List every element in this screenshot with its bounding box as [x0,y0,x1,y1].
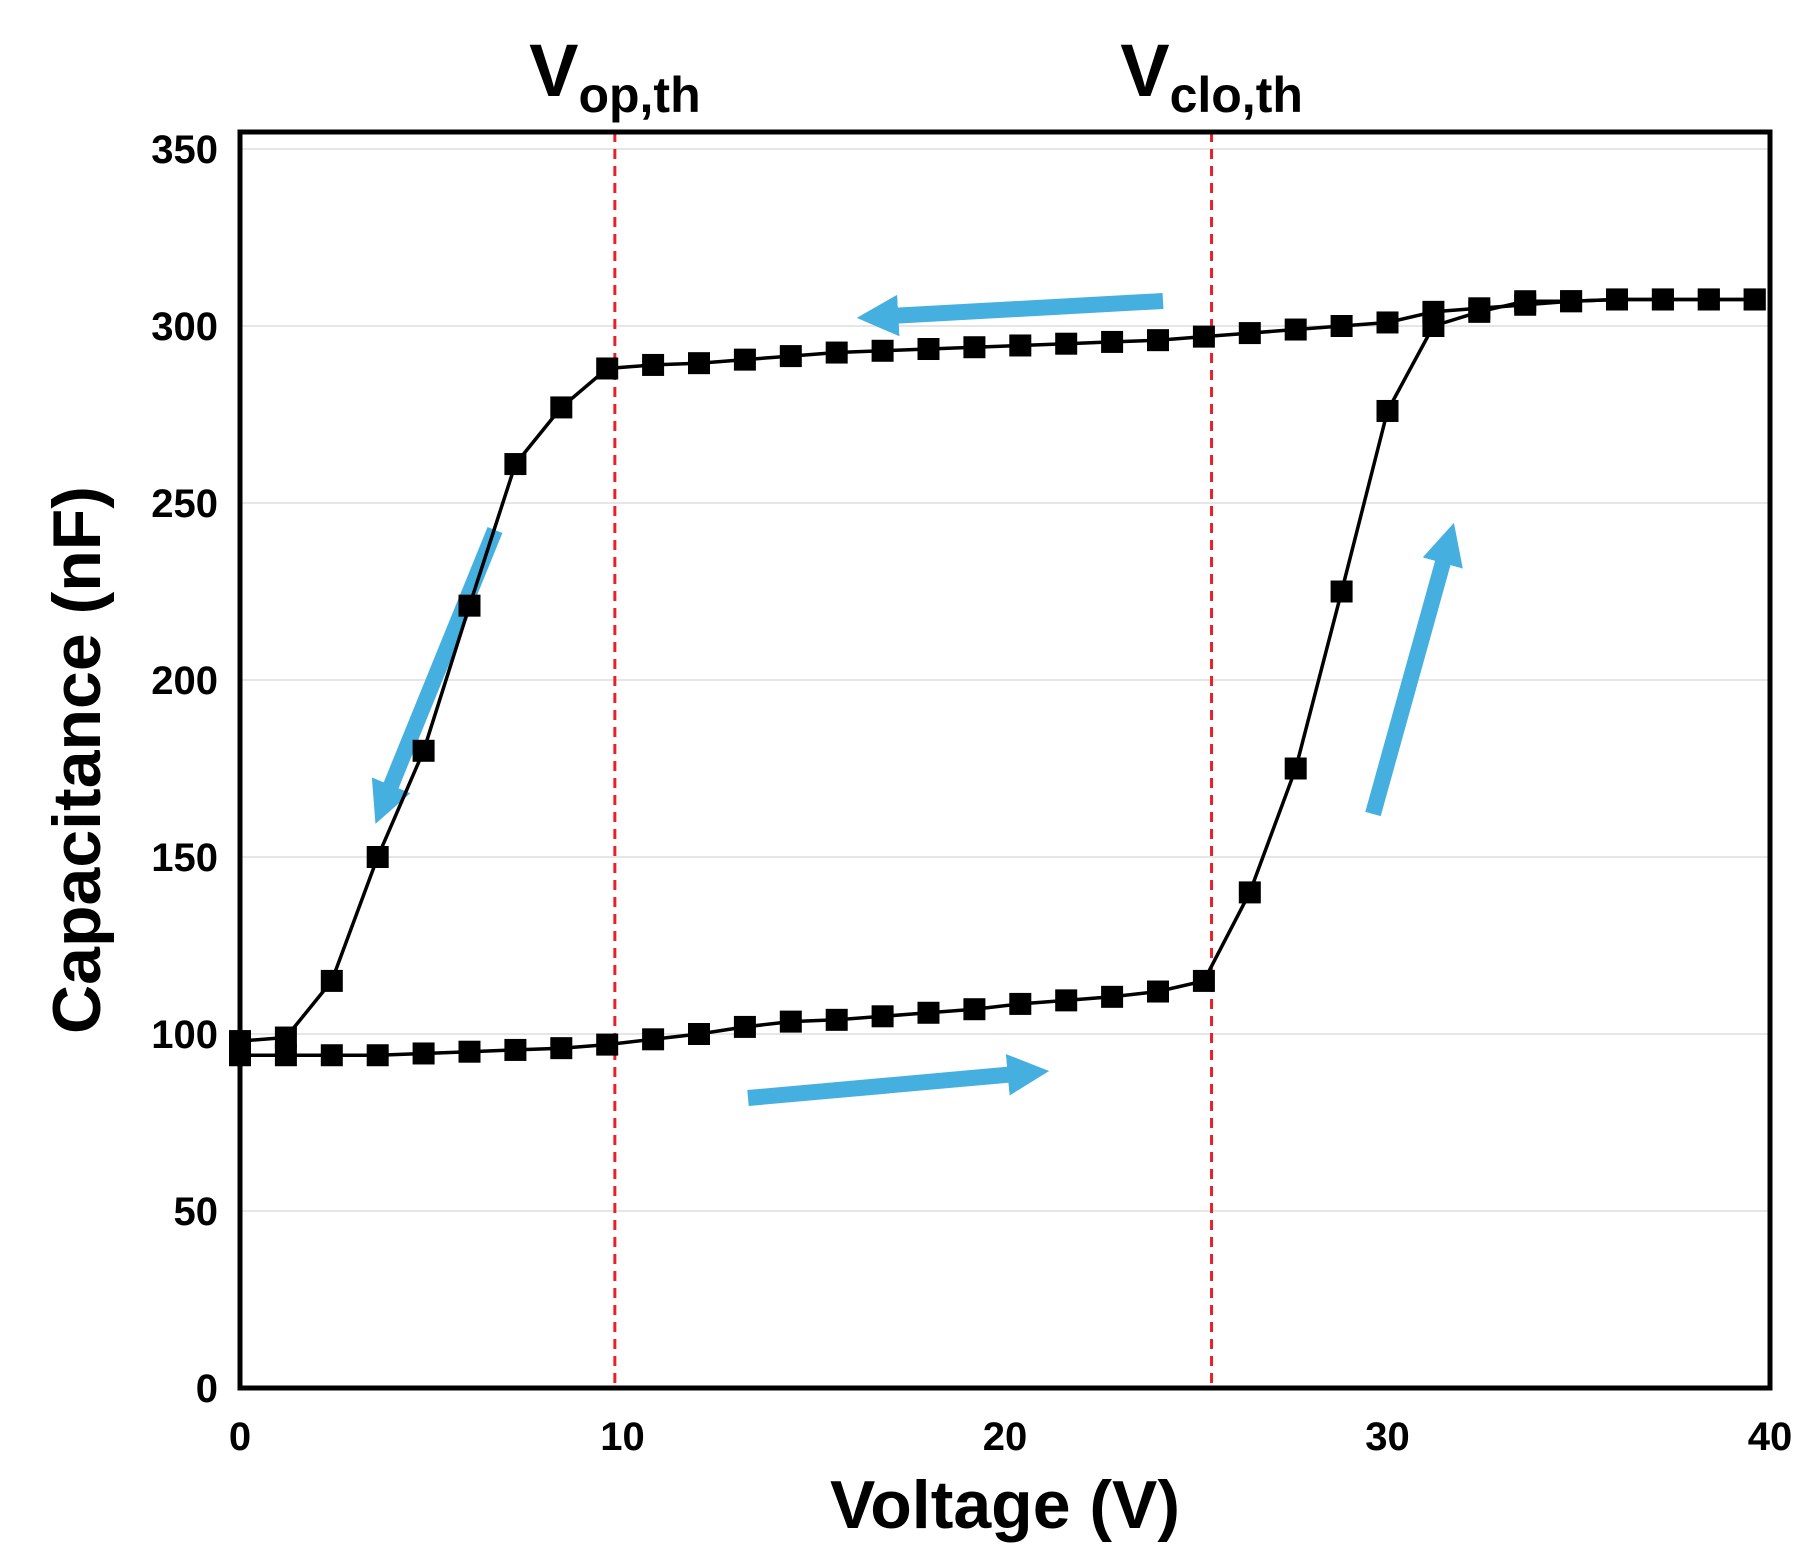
data-point [1147,980,1169,1003]
direction-arrow [371,526,503,824]
data-point [1009,992,1032,1015]
data-point [1422,300,1445,323]
grid-lines [240,148,1770,1212]
direction-arrow [747,1054,1050,1106]
data-point [917,1001,940,1024]
data-point [550,1037,573,1060]
threshold-label: Vop,th [529,29,701,123]
data-point [1192,969,1215,992]
data-point [779,345,802,368]
data-point [1284,757,1307,780]
y-tick-label: 350 [151,128,218,172]
data-point [412,1042,435,1065]
data-point [1376,399,1399,422]
x-tick-label: 20 [983,1415,1028,1459]
data-point [1743,288,1766,311]
data-point [274,1044,297,1067]
data-point [1606,288,1628,311]
y-tick-label: 50 [174,1190,219,1234]
data-point [274,1026,297,1049]
x-tick-label: 40 [1748,1415,1793,1459]
y-tick-label: 150 [151,836,218,880]
data-point [779,1010,802,1033]
data-point [550,396,573,419]
data-point [963,998,986,1021]
threshold-label-base: V [529,29,578,112]
x-tick-label: 0 [229,1415,251,1459]
data-point [320,1044,343,1067]
series-line [240,297,1755,1057]
x-tick-label: 10 [600,1415,645,1459]
data-point [320,969,343,992]
data-point [1009,334,1032,357]
series-line [239,297,1755,1043]
data-point [1192,325,1215,348]
data-point [504,1038,527,1061]
y-tick-label: 100 [151,1013,218,1057]
data-point [688,1023,710,1045]
data-point [963,336,986,359]
data-point [917,338,940,361]
data-point [688,352,710,375]
data-point [1147,329,1169,352]
data-point [458,1040,481,1063]
y-tick-label: 200 [151,659,218,703]
y-tick-label: 250 [151,482,218,526]
data-point [642,1028,665,1051]
data-point [871,339,894,362]
series-layer [229,288,1766,1067]
x-tick-labels: 0 10 20 30 40 [229,1415,1792,1459]
direction-arrow [1365,522,1463,817]
x-axis-title: Voltage (V) [830,1467,1180,1543]
data-point [504,453,527,476]
y-axis-title: Capacitance (nF) [39,486,115,1034]
data-point [1697,288,1720,311]
y-tick-label: 0 [196,1367,218,1411]
y-tick-labels: 0 50 100 150 200 250 300 350 [151,128,218,1411]
data-point [1055,989,1078,1012]
data-point [1560,290,1583,313]
data-point [1651,288,1674,311]
data-point [366,1044,389,1067]
data-point [458,594,481,617]
data-point [596,1033,619,1056]
y-tick-label: 300 [151,305,218,349]
data-point [1468,297,1491,320]
data-point [1101,985,1124,1008]
x-tick-label: 30 [1365,1415,1410,1459]
threshold-label-base: V [1120,29,1169,112]
data-point [1514,293,1537,316]
data-point [1101,330,1124,353]
data-point [825,1008,848,1031]
data-point [412,739,435,762]
data-point [1376,311,1399,334]
direction-arrows [371,293,1463,1106]
data-point [1055,332,1078,355]
data-point [733,1015,756,1038]
data-point [1330,580,1353,603]
direction-arrow [856,293,1164,337]
data-point [1238,322,1261,345]
threshold-lines: Vop,th Vclo,th [529,29,1303,1388]
data-point [1238,881,1261,904]
data-point [1284,318,1307,341]
threshold-label-sub: clo,th [1170,67,1303,123]
threshold-label-sub: op,th [578,67,700,123]
data-point [825,341,848,364]
data-point [642,353,665,376]
data-point [596,357,619,380]
data-point [366,846,389,868]
threshold-label: Vclo,th [1120,29,1303,123]
plot-frame [237,129,1773,1391]
data-point [733,348,756,371]
data-point [1330,315,1353,337]
data-point [871,1005,894,1028]
